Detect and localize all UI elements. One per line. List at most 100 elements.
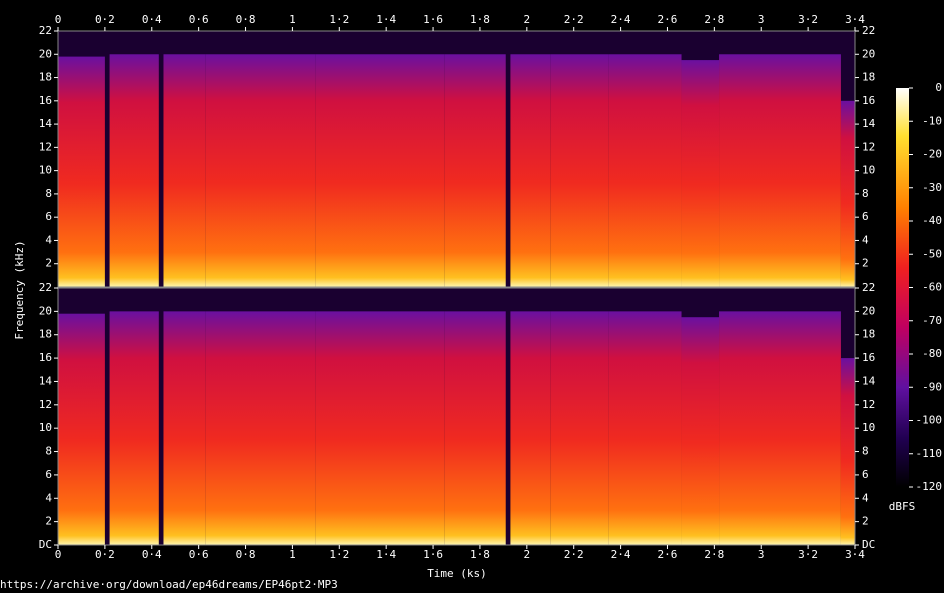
y-tick-label: 22 (39, 24, 52, 37)
y-tick-label: 10 (39, 421, 52, 434)
colorbar-tick-label: -20 (922, 148, 942, 161)
y-tick-label-right: 16 (862, 351, 875, 364)
x-tick-label-top: 1·8 (470, 13, 490, 26)
colorbar-tick-label: -60 (922, 281, 942, 294)
x-tick-label: 3 (758, 548, 765, 561)
segment (315, 54, 445, 287)
y-tick-label: 20 (39, 47, 52, 60)
y-tick-label-right: 4 (862, 233, 869, 246)
colorbar-tick-label: -40 (922, 214, 942, 227)
x-tick-label: 3·2 (798, 548, 818, 561)
segment (510, 311, 551, 545)
y-tick-label-right: 16 (862, 94, 875, 107)
segment (840, 358, 855, 545)
y-tick-label: 18 (39, 328, 52, 341)
colorbar-label: dBFS (889, 500, 916, 513)
x-tick-label-top: 0 (55, 13, 62, 26)
y-tick-label-right: 14 (862, 117, 876, 130)
x-tick-label-top: 2·6 (658, 13, 678, 26)
x-tick-label: 1·6 (423, 548, 443, 561)
y-tick-label-right: 10 (862, 421, 875, 434)
segment (719, 311, 841, 545)
y-tick-label: 22 (39, 281, 52, 294)
y-tick-label-right: DC (862, 538, 875, 551)
y-tick-label-right: 6 (862, 468, 869, 481)
y-tick-label: 16 (39, 94, 52, 107)
segment (681, 60, 720, 287)
y-tick-label-right: 2 (862, 257, 869, 270)
y-tick-label-right: 22 (862, 281, 875, 294)
x-axis-label: Time (ks) (427, 567, 487, 580)
y-tick-label-right: 12 (862, 140, 875, 153)
segment (163, 54, 206, 287)
x-tick-label-top: 2·4 (611, 13, 631, 26)
x-tick-label: 2·4 (611, 548, 631, 561)
x-tick-label: 2 (524, 548, 531, 561)
x-tick-label: 3·4 (845, 548, 865, 561)
x-tick-label: 0·4 (142, 548, 162, 561)
segment (840, 100, 855, 288)
plot-frame (57, 30, 856, 288)
colorbar-tick-label: 0 (935, 81, 942, 94)
x-tick-label-top: 0·4 (142, 13, 162, 26)
colorbar-tick-label: -70 (922, 314, 942, 327)
segment (315, 311, 445, 545)
y-tick-label-right: 8 (862, 445, 869, 458)
x-tick-label-top: 3 (758, 13, 765, 26)
segment (550, 311, 609, 545)
y-tick-label-right: 4 (862, 491, 869, 504)
colorbar (896, 88, 909, 487)
y-tick-label: 16 (39, 351, 52, 364)
y-tick-label: 6 (45, 210, 52, 223)
x-tick-label: 1·4 (376, 548, 396, 561)
y-tick-label: 18 (39, 71, 52, 84)
x-tick-label: 2·6 (658, 548, 678, 561)
x-tick-label: 0·8 (236, 548, 256, 561)
colorbar-tick-label: -30 (922, 181, 942, 194)
y-tick-label: 10 (39, 164, 52, 177)
segment (58, 56, 105, 287)
segment (205, 311, 316, 545)
x-tick-label: 2·2 (564, 548, 584, 561)
y-tick-label-right: 2 (862, 515, 869, 528)
segment (608, 54, 682, 287)
segment (109, 311, 159, 545)
y-tick-label: 14 (39, 374, 53, 387)
x-tick-label: 1·2 (329, 548, 349, 561)
y-tick-label: 8 (45, 187, 52, 200)
segment (444, 54, 506, 287)
colorbar-tick-label: -90 (922, 380, 942, 393)
y-tick-label-right: 20 (862, 47, 875, 60)
segment (444, 311, 506, 545)
y-tick-label: 12 (39, 398, 52, 411)
colorbar-tick-label: -120 (916, 480, 943, 493)
colorbar-tick-label: -110 (916, 447, 943, 460)
segment (510, 54, 551, 287)
x-tick-label: 1·8 (470, 548, 490, 561)
y-tick-label-right: 14 (862, 374, 876, 387)
x-tick-label: 0 (55, 548, 62, 561)
colorbar-tick-label: -80 (922, 347, 942, 360)
segment (681, 317, 720, 545)
y-tick-label-right: 6 (862, 210, 869, 223)
x-tick-label: 0·2 (95, 548, 115, 561)
y-tick-label-right: 20 (862, 304, 875, 317)
colorbar-tick-label: -10 (922, 114, 942, 127)
x-tick-label-top: 2·2 (564, 13, 584, 26)
x-tick-label-top: 3·4 (845, 13, 865, 26)
x-tick-label-top: 1·6 (423, 13, 443, 26)
x-tick-label: 0·6 (189, 548, 209, 561)
segment (550, 54, 609, 287)
y-tick-label: 14 (39, 117, 53, 130)
x-tick-label-top: 0·6 (189, 13, 209, 26)
y-tick-label-right: 18 (862, 328, 875, 341)
x-tick-label: 2·8 (704, 548, 724, 561)
y-tick-label-right: 8 (862, 187, 869, 200)
y-tick-label: DC (39, 538, 52, 551)
x-tick-label-top: 0·8 (236, 13, 256, 26)
y-tick-label-right: 22 (862, 24, 875, 37)
segment (163, 311, 206, 545)
y-tick-label: 2 (45, 515, 52, 528)
segment (205, 54, 316, 287)
segment (719, 54, 841, 287)
